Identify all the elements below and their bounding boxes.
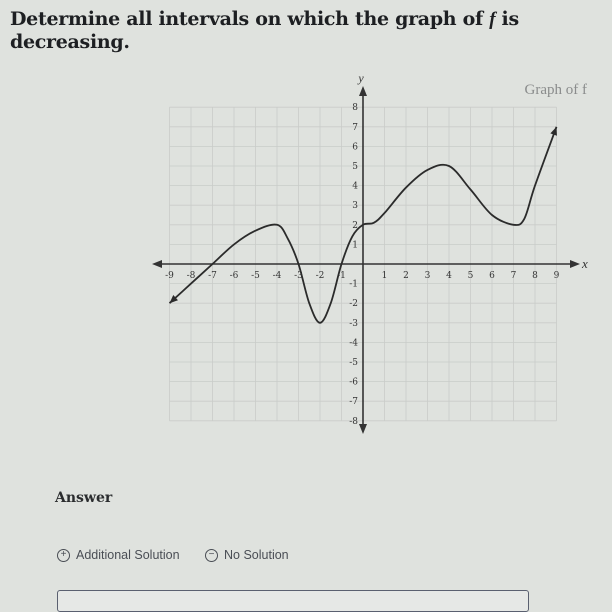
x-tick-label: 9	[554, 271, 560, 281]
question-function: f	[489, 9, 496, 30]
x-axis-left-arrow	[152, 260, 162, 268]
y-tick-label: -3	[349, 319, 358, 329]
y-axis-up-arrow	[359, 86, 367, 96]
x-tick-label: -8	[187, 271, 196, 281]
y-tick-label: -7	[349, 397, 358, 407]
x-axis-right-arrow	[570, 260, 580, 268]
x-tick-label: -6	[230, 271, 239, 281]
y-tick-label: -5	[349, 358, 358, 368]
x-tick-label: -1	[337, 271, 346, 281]
answer-label: Answer	[55, 490, 113, 506]
y-axis-label: y	[357, 71, 364, 85]
x-tick-label: 1	[382, 271, 388, 281]
y-tick-label: -4	[349, 338, 358, 348]
x-axis-label: x	[581, 256, 588, 271]
additional-solution-label: Additional Solution	[76, 548, 180, 562]
minus-icon: −	[205, 548, 218, 562]
question-prefix: Determine all intervals on which the gra…	[10, 8, 490, 30]
y-tick-label: 1	[352, 240, 358, 250]
y-tick-label: -6	[349, 378, 358, 388]
x-tick-label: 4	[446, 271, 452, 281]
x-tick-label: -5	[251, 271, 260, 281]
graph-of-f: -9 -8 -7 -6 -5 -4 -3 -2 -1 1 2 3 4 5 6 7 8 9 -8 -7 -6 -5 -4 -3 -…	[152, 71, 588, 434]
curve-left-arrow	[169, 295, 178, 304]
x-tick-label: 6	[489, 271, 495, 281]
tick-labels: -9 -8 -7 -6 -5 -4 -3 -2 -1 1 2 3 4 5 6 7 8 9 -8 -7 -6 -5 -4 -3 -…	[165, 103, 560, 427]
x-tick-label: 8	[532, 271, 538, 281]
y-tick-label: -8	[349, 417, 358, 427]
additional-solution-button[interactable]: + Additional Solution	[57, 548, 180, 562]
question-text: Determine all intervals on which the gra…	[10, 8, 612, 53]
y-tick-label: -1	[349, 280, 358, 290]
y-tick-label: 4	[352, 182, 358, 192]
axes	[152, 86, 580, 434]
x-tick-label: -7	[208, 271, 217, 281]
x-tick-label: 5	[468, 271, 474, 281]
question-suffix: is decreasing.	[10, 8, 519, 53]
y-tick-label: 7	[352, 123, 358, 133]
function-curve	[168, 126, 558, 324]
y-tick-label: 5	[352, 162, 358, 172]
x-tick-label: 3	[425, 271, 431, 281]
curve-arrows	[169, 126, 557, 304]
y-tick-label: 3	[352, 201, 358, 211]
x-tick-label: -3	[294, 271, 303, 281]
no-solution-label: No Solution	[224, 548, 289, 562]
y-tick-label: 6	[352, 142, 358, 152]
y-tick-label: 8	[352, 103, 358, 113]
plus-icon: +	[57, 548, 70, 562]
answer-input[interactable]	[57, 590, 529, 612]
no-solution-button[interactable]: − No Solution	[205, 548, 289, 562]
x-tick-label: 2	[403, 271, 409, 281]
x-tick-label: -2	[316, 271, 325, 281]
x-tick-label: -9	[165, 271, 174, 281]
chart-title: Graph of f	[525, 82, 587, 98]
y-tick-label: -2	[349, 299, 358, 309]
y-tick-label: 2	[352, 221, 358, 231]
x-tick-label: -4	[273, 271, 282, 281]
curve-right-arrow	[550, 126, 557, 136]
y-axis-down-arrow	[359, 424, 367, 434]
x-tick-label: 7	[511, 271, 517, 281]
